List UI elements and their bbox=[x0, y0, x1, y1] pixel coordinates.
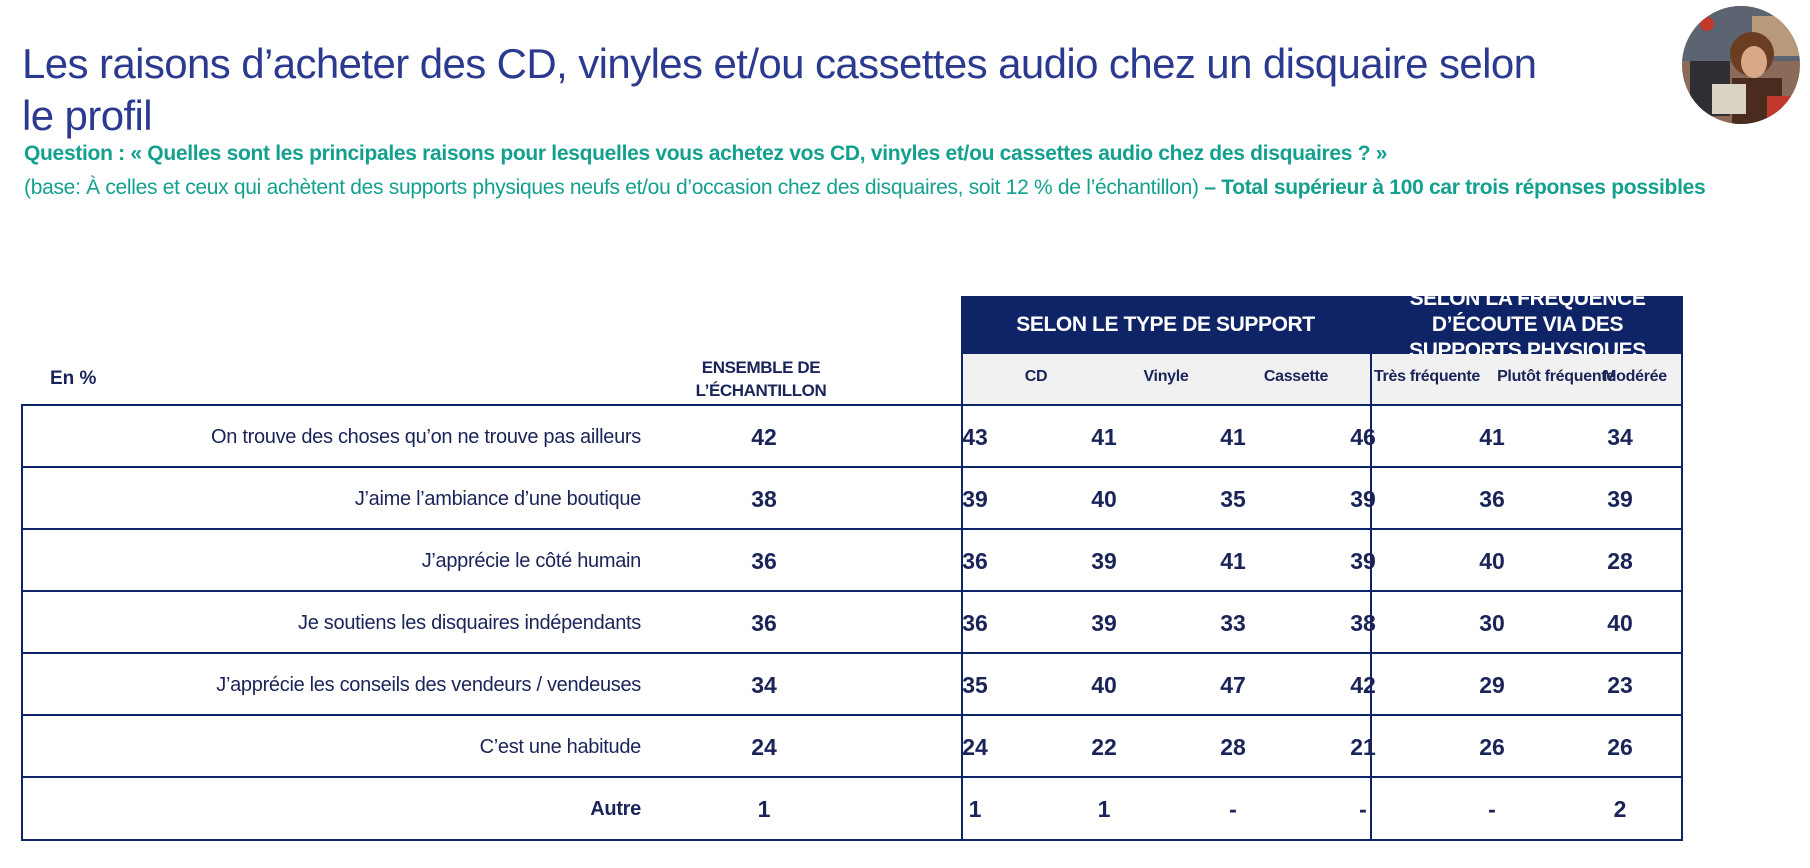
divider bbox=[23, 590, 1681, 592]
question-text: Question : « Quelles sont les principale… bbox=[24, 142, 1388, 165]
cell-vinyle: 40 bbox=[1091, 485, 1117, 512]
cell-plutot-frequente: 29 bbox=[1479, 671, 1505, 698]
results-table: On trouve des choses qu’on ne trouve pas… bbox=[21, 404, 1683, 841]
cell-plutot-frequente: 30 bbox=[1479, 609, 1505, 636]
cell-vinyle: 1 bbox=[1097, 795, 1111, 822]
divider bbox=[23, 652, 1681, 654]
table-row: C’est une habitude 24 24 22 28 21 26 26 bbox=[23, 716, 1681, 778]
divider bbox=[23, 528, 1681, 530]
divider bbox=[23, 776, 1681, 778]
divider bbox=[23, 714, 1681, 716]
cell-ensemble: 38 bbox=[751, 485, 777, 512]
cell-cd: 39 bbox=[962, 485, 988, 512]
column-header-cd: CD bbox=[1024, 368, 1048, 385]
cell-vinyle: 39 bbox=[1091, 547, 1117, 574]
divider bbox=[1681, 296, 1683, 404]
cell-ensemble: 36 bbox=[751, 609, 777, 636]
cell-cd: 35 bbox=[962, 671, 988, 698]
column-header-tres-frequente: Très fréquente bbox=[1373, 368, 1481, 385]
unit-label: En % bbox=[50, 368, 97, 389]
row-label: On trouve des choses qu’on ne trouve pas… bbox=[210, 425, 641, 448]
divider bbox=[1370, 296, 1372, 404]
column-header-cassette: Cassette bbox=[1263, 368, 1329, 385]
cell-tres-frequente: 39 bbox=[1350, 485, 1376, 512]
cell-cd: 36 bbox=[962, 609, 988, 636]
column-header-moderee: Modérée bbox=[1603, 368, 1667, 385]
base-note: (base: À celles et ceux qui achètent des… bbox=[24, 172, 1724, 203]
row-label: C’est une habitude bbox=[479, 735, 642, 758]
row-label: J’apprécie les conseils des vendeurs / v… bbox=[216, 673, 641, 696]
cell-plutot-frequente: 40 bbox=[1479, 547, 1505, 574]
column-header-vinyle: Vinyle bbox=[1143, 368, 1189, 385]
divider bbox=[23, 466, 1681, 468]
cell-moderee: 39 bbox=[1607, 485, 1633, 512]
table-row: On trouve des choses qu’on ne trouve pas… bbox=[23, 406, 1681, 468]
cell-ensemble: 42 bbox=[751, 423, 777, 450]
divider bbox=[961, 296, 963, 404]
table-row: Autre 1 1 1 - - - 2 bbox=[23, 778, 1681, 840]
cell-cassette: 41 bbox=[1220, 547, 1246, 574]
column-header-ensemble: ENSEMBLE DE L’ÉCHANTILLON bbox=[695, 358, 827, 400]
cell-plutot-frequente: - bbox=[1488, 795, 1496, 822]
person-with-record-photo bbox=[1682, 6, 1800, 124]
divider bbox=[1370, 406, 1372, 839]
cell-tres-frequente: 39 bbox=[1350, 547, 1376, 574]
cell-tres-frequente: - bbox=[1359, 795, 1367, 822]
cell-plutot-frequente: 26 bbox=[1479, 733, 1505, 760]
cell-cd: 24 bbox=[962, 733, 988, 760]
table-row: J’apprécie les conseils des vendeurs / v… bbox=[23, 654, 1681, 716]
cell-tres-frequente: 46 bbox=[1350, 423, 1376, 450]
cell-moderee: 26 bbox=[1607, 733, 1633, 760]
cell-cassette: 33 bbox=[1220, 609, 1246, 636]
row-label: J’aime l’ambiance d’une boutique bbox=[354, 487, 641, 510]
cell-plutot-frequente: 41 bbox=[1479, 423, 1505, 450]
cell-ensemble: 24 bbox=[751, 733, 777, 760]
cell-moderee: 28 bbox=[1607, 547, 1633, 574]
cell-ensemble: 34 bbox=[751, 671, 777, 698]
table-row: J’apprécie le côté humain 36 36 39 41 39… bbox=[23, 530, 1681, 592]
table-row: J’aime l’ambiance d’une boutique 38 39 4… bbox=[23, 468, 1681, 530]
cell-cassette: 47 bbox=[1220, 671, 1246, 698]
cell-moderee: 40 bbox=[1607, 609, 1633, 636]
subheader-band bbox=[961, 354, 1683, 404]
cell-vinyle: 39 bbox=[1091, 609, 1117, 636]
cell-vinyle: 41 bbox=[1091, 423, 1117, 450]
cell-cd: 43 bbox=[962, 423, 988, 450]
group-header-support: SELON LE TYPE DE SUPPORT bbox=[961, 296, 1370, 354]
row-label: J’apprécie le côté humain bbox=[421, 549, 642, 572]
cell-tres-frequente: 42 bbox=[1350, 671, 1376, 698]
row-label: Je soutiens les disquaires indépendants bbox=[298, 611, 641, 634]
cell-vinyle: 40 bbox=[1091, 671, 1117, 698]
cell-cassette: 35 bbox=[1220, 485, 1246, 512]
cell-cd: 1 bbox=[968, 795, 982, 822]
cell-vinyle: 22 bbox=[1091, 733, 1117, 760]
cell-moderee: 2 bbox=[1613, 795, 1627, 822]
page-title: Les raisons d’acheter des CD, vinyles et… bbox=[22, 40, 1537, 139]
row-label: Autre bbox=[590, 797, 641, 820]
table-row: Je soutiens les disquaires indépendants … bbox=[23, 592, 1681, 654]
cell-ensemble: 36 bbox=[751, 547, 777, 574]
cell-cassette: 41 bbox=[1220, 423, 1246, 450]
cell-moderee: 34 bbox=[1607, 423, 1633, 450]
group-header-frequence: SELON LA FRÉQUENCE D’ÉCOUTE VIA DES SUPP… bbox=[1372, 287, 1683, 362]
column-header-plutot-frequente: Plutôt fréquente bbox=[1497, 368, 1615, 385]
divider bbox=[961, 406, 963, 839]
base-total-note: – Total supérieur à 100 car trois répons… bbox=[1204, 176, 1706, 199]
base-text: (base: À celles et ceux qui achètent des… bbox=[24, 176, 1199, 199]
cell-tres-frequente: 21 bbox=[1350, 733, 1376, 760]
cell-moderee: 23 bbox=[1607, 671, 1633, 698]
cell-cd: 36 bbox=[962, 547, 988, 574]
cell-ensemble: 1 bbox=[757, 795, 771, 822]
cell-cassette: - bbox=[1229, 795, 1237, 822]
cell-plutot-frequente: 36 bbox=[1479, 485, 1505, 512]
cell-tres-frequente: 38 bbox=[1350, 609, 1376, 636]
cell-cassette: 28 bbox=[1220, 733, 1246, 760]
